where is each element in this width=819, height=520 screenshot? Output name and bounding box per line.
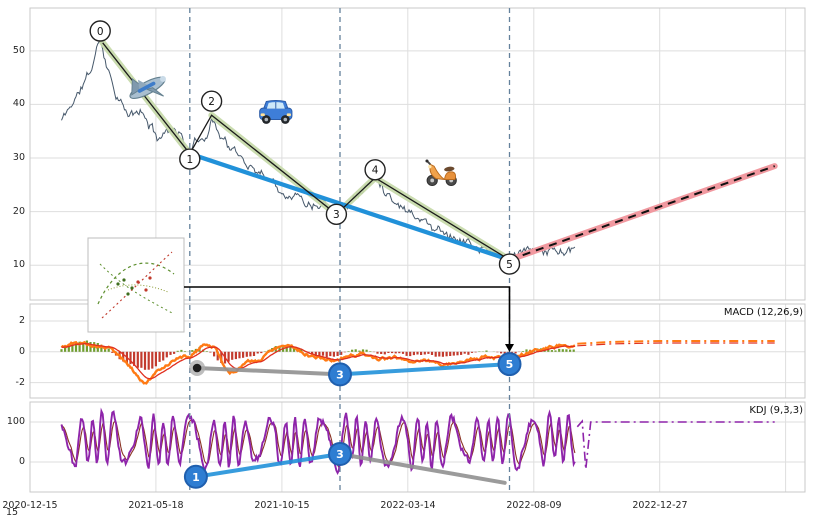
svg-text:1: 1 xyxy=(186,154,193,166)
support-trendline xyxy=(187,151,512,262)
annotation-arrowhead xyxy=(505,344,514,352)
svg-text:5: 5 xyxy=(506,358,514,371)
y-tick-label: -2 xyxy=(15,377,25,388)
y-tick-label: 10 xyxy=(12,259,25,270)
macd-forecast-line xyxy=(577,340,775,345)
y-tick-label: 30 xyxy=(12,152,25,163)
svg-text:2: 2 xyxy=(208,96,215,108)
y-tick-label: 20 xyxy=(12,206,25,217)
kdj-forecast-line xyxy=(576,419,775,470)
projection-dashed-line xyxy=(509,165,776,261)
airplane-icon xyxy=(129,75,166,99)
car-icon xyxy=(259,100,293,124)
elliott-wave-marker-2: 2 xyxy=(200,90,223,112)
marker-connector xyxy=(195,366,342,377)
macd-signal-forecast-line xyxy=(577,342,775,347)
svg-text:3: 3 xyxy=(336,448,344,461)
y-tick-label: 0 xyxy=(18,456,25,467)
x-tick-label: 2022-12-27 xyxy=(632,500,688,511)
price-panel-frame xyxy=(29,7,806,301)
scooter-icon xyxy=(425,159,457,187)
svg-text:3: 3 xyxy=(336,368,344,381)
annotation-arrow xyxy=(184,286,511,345)
y-tick-label: 40 xyxy=(12,98,25,109)
x-tick-label: 2020-12-15 xyxy=(2,500,58,511)
marker-connector xyxy=(193,452,342,479)
elliott-wave-marker-3: 3 xyxy=(325,203,348,226)
y-tick-label: 50 xyxy=(12,45,25,56)
macd-panel-frame xyxy=(29,303,806,399)
svg-text:0: 0 xyxy=(97,26,104,38)
svg-text:4: 4 xyxy=(372,165,379,177)
y-tick-label: 2 xyxy=(18,315,25,326)
elliott-wave-marker-4: 4 xyxy=(364,159,386,181)
macd-panel-label: MACD (12,26,9) xyxy=(723,307,803,318)
kdj-panel-label: KDJ (9,3,3) xyxy=(749,405,803,416)
x-tick-label: 2022-03-14 xyxy=(380,500,436,511)
x-tick-label: 2022-08-09 xyxy=(506,500,562,511)
mosquito-scatter-inset-image xyxy=(87,237,185,333)
marker-connector xyxy=(338,362,512,377)
y-tick-label: 100 xyxy=(6,416,25,427)
svg-text:1: 1 xyxy=(192,471,200,484)
stray-axis-label: 15 xyxy=(6,507,19,518)
x-tick-label: 2021-05-18 xyxy=(128,500,184,511)
kdj-panel-frame xyxy=(29,401,806,493)
y-tick-label: 0 xyxy=(18,346,25,357)
indicator-wave-marker-3: 3 xyxy=(328,442,352,466)
macd-signal-line xyxy=(61,342,575,380)
marker-connector xyxy=(338,452,507,485)
price-line xyxy=(61,37,576,264)
elliott-wave-marker-1: 1 xyxy=(179,148,201,170)
kdj-j-line xyxy=(60,407,576,476)
indicator-wave-marker-3: 3 xyxy=(328,362,352,387)
wave-zigzag-line xyxy=(102,42,510,261)
elliott-wave-marker-5: 5 xyxy=(498,253,521,275)
x-tick-label: 2021-10-15 xyxy=(254,500,310,511)
indicator-wave-marker-1: 1 xyxy=(183,464,208,489)
svg-text:3: 3 xyxy=(333,209,340,221)
indicator-wave-marker-5: 5 xyxy=(497,352,522,377)
macd-dot xyxy=(192,363,202,373)
svg-text:5: 5 xyxy=(506,259,513,271)
elliott-wave-marker-0: 0 xyxy=(89,20,111,42)
